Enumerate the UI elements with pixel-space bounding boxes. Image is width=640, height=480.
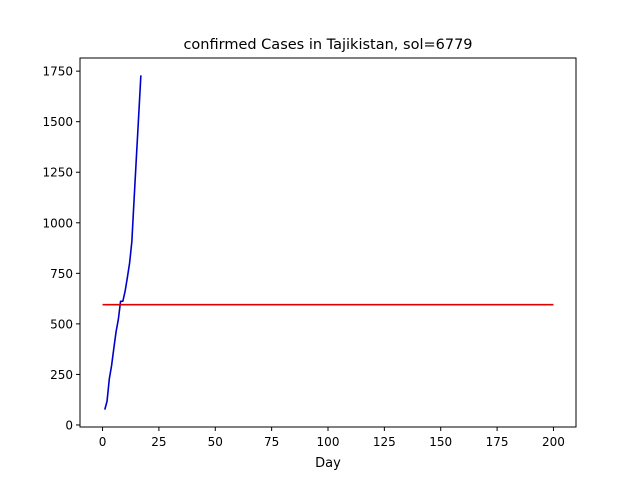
x-tick-label: 25 — [151, 435, 166, 449]
y-axis: 0 250 500 750 1000 1250 1500 1750 — [42, 65, 80, 432]
chart-title: confirmed Cases in Tajikistan, sol=6779 — [183, 37, 472, 53]
series-layer — [102, 75, 554, 410]
x-tick-label: 50 — [208, 435, 223, 449]
x-tick-label: 100 — [317, 435, 340, 449]
x-axis: 0 25 50 75 100 125 150 175 200 — [99, 427, 565, 449]
x-tick-label: 125 — [373, 435, 396, 449]
y-tick-label: 500 — [50, 317, 73, 331]
x-tick-label: 150 — [429, 435, 452, 449]
x-tick-label: 0 — [99, 435, 107, 449]
x-axis-label: Day — [315, 456, 341, 471]
y-tick-label: 1750 — [42, 65, 73, 79]
y-tick-label: 750 — [50, 267, 73, 281]
y-tick-label: 0 — [65, 418, 73, 432]
y-tick-label: 250 — [50, 368, 73, 382]
series-line-1 — [104, 75, 142, 410]
y-tick-label: 1250 — [42, 166, 73, 180]
x-tick-label: 75 — [264, 435, 279, 449]
x-tick-label: 200 — [542, 435, 565, 449]
y-tick-label: 1000 — [42, 216, 73, 230]
y-tick-label: 1500 — [42, 115, 73, 129]
x-tick-label: 175 — [486, 435, 509, 449]
